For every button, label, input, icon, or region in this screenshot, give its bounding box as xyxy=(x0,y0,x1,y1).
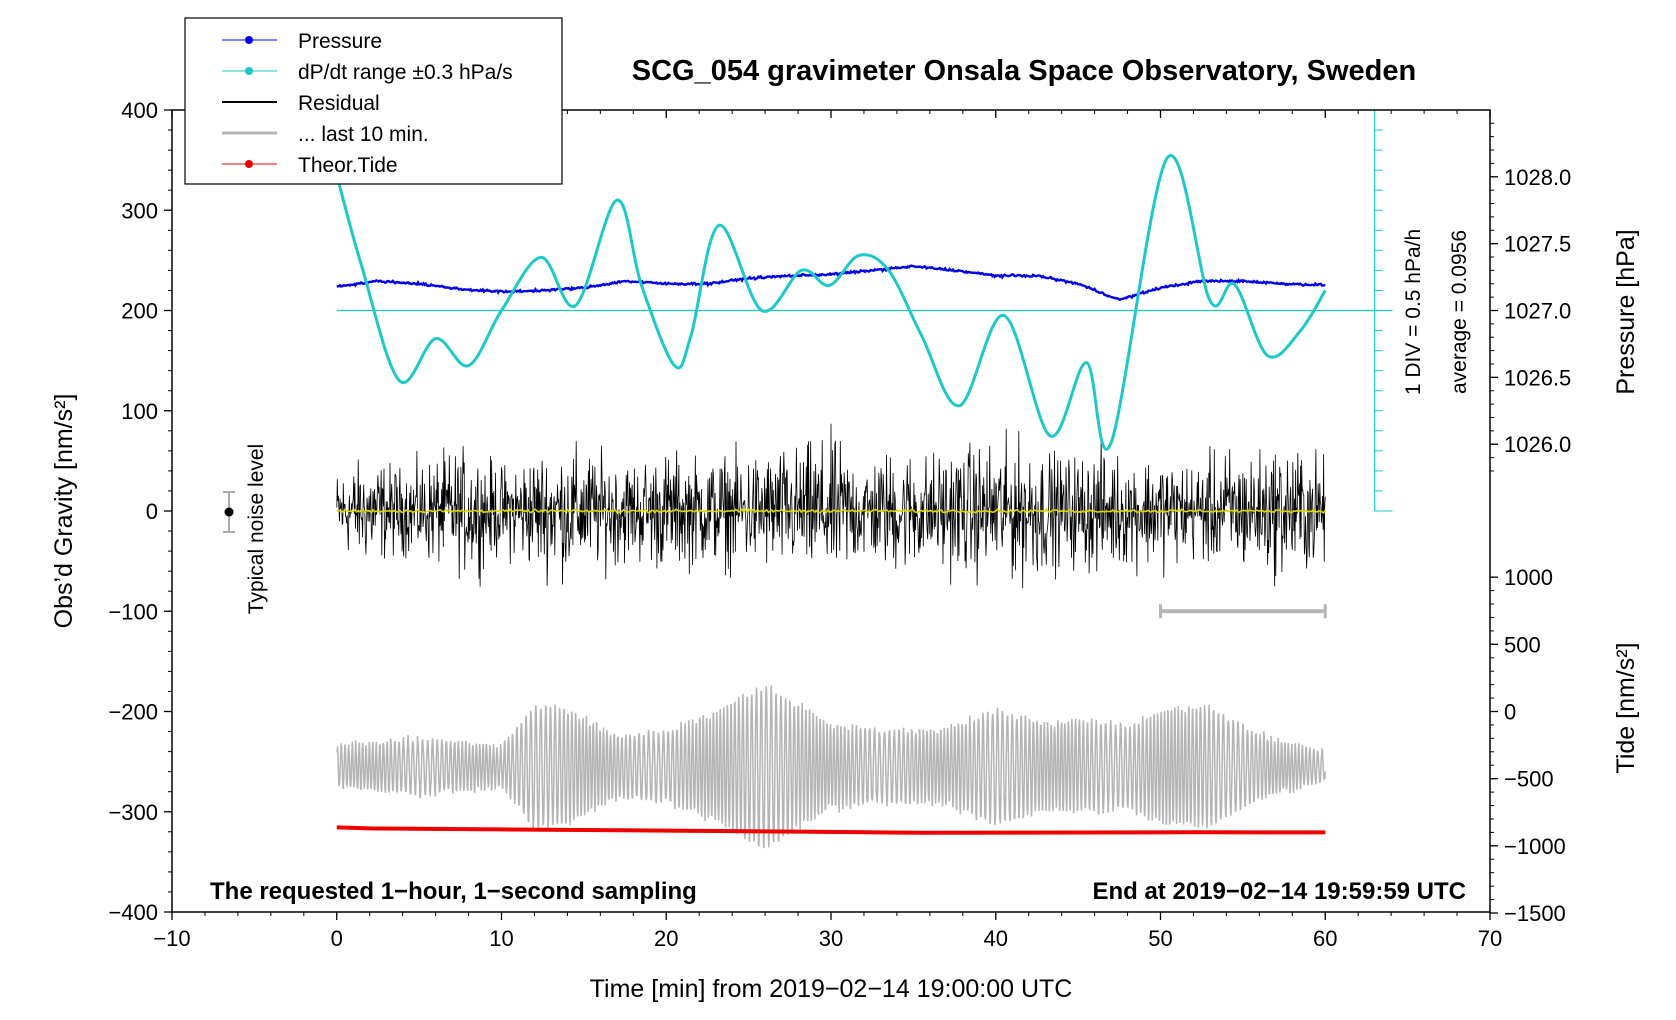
annotation-dpdt-average: average = 0.0956 xyxy=(1448,230,1471,394)
annotation-dpdt-scale: 1 DIV = 0.5 hPa/h xyxy=(1402,229,1425,395)
noise-level-marker xyxy=(223,491,235,533)
tide-tick-label: 500 xyxy=(1504,632,1541,657)
series-residual-mean xyxy=(336,507,1326,514)
pressure-tick-label: 1028.0 xyxy=(1504,165,1571,190)
y-axis-title: Obs’d Gravity [nm/s²] xyxy=(50,394,78,629)
tide-tick-label: 0 xyxy=(1504,700,1516,725)
x-tick-label: 60 xyxy=(1313,926,1337,951)
y-tick-label: 300 xyxy=(121,198,158,223)
x-tick-label: 20 xyxy=(654,926,678,951)
legend: Pressure dP/dt range ±0.3 hPa/s Residual… xyxy=(184,17,563,185)
annotation-end-time: End at 2019−02−14 19:59:59 UTC xyxy=(1092,878,1466,905)
tide-tick-label: 1000 xyxy=(1504,565,1553,590)
x-tick-label: 10 xyxy=(489,926,513,951)
y-tick-label: 400 xyxy=(121,98,158,123)
tide-tick-label: −1000 xyxy=(1504,834,1566,859)
y-tick-label: 200 xyxy=(121,299,158,324)
legend-entry-dpdt: dP/dt range ±0.3 hPa/s xyxy=(222,61,513,84)
y-tick-label: −400 xyxy=(108,900,158,925)
y-tick-label: −200 xyxy=(108,700,158,725)
x-axis-title: Time [min] from 2019−02−14 19:00:00 UTC xyxy=(590,975,1073,1003)
x-tick-label: 40 xyxy=(984,926,1008,951)
tide-axis-title: Tide [nm/s²] xyxy=(1612,642,1640,773)
legend-label-pressure: Pressure xyxy=(298,30,382,53)
annotation-noise-level: Typical noise level xyxy=(245,444,268,614)
legend-marker-pressure xyxy=(245,36,253,44)
pressure-tick-label: 1026.0 xyxy=(1504,432,1571,457)
y-tick-label: −100 xyxy=(108,599,158,624)
x-tick-label: −10 xyxy=(153,926,190,951)
plot-area xyxy=(335,109,1393,849)
legend-label-residual: Residual xyxy=(298,92,380,115)
axes: −10 0 10 20 30 40 50 60 704003002001000−100−200−… xyxy=(108,98,1571,951)
x-tick-label: 30 xyxy=(819,926,843,951)
legend-entry-tide: Theor.Tide xyxy=(222,154,398,177)
legend-label-tide: Theor.Tide xyxy=(298,154,398,177)
legend-marker-tide xyxy=(245,160,253,168)
legend-label-last10: ... last 10 min. xyxy=(298,123,429,146)
y-tick-label: 100 xyxy=(121,399,158,424)
series-theor-tide xyxy=(336,825,1326,835)
series-residual xyxy=(336,423,1326,589)
y-tick-label: −300 xyxy=(108,800,158,825)
x-tick-label: 70 xyxy=(1478,926,1502,951)
pressure-tick-label: 1027.0 xyxy=(1504,299,1571,324)
pressure-axis-title: Pressure [hPa] xyxy=(1612,229,1640,394)
legend-entry-residual: Residual xyxy=(222,92,380,115)
x-tick-label: 0 xyxy=(331,926,343,951)
series-pressure xyxy=(336,264,1326,302)
legend-entry-pressure: Pressure xyxy=(222,30,382,53)
x-tick-label: 50 xyxy=(1148,926,1172,951)
chart-title: SCG_054 gravimeter Onsala Space Observat… xyxy=(632,55,1416,87)
legend-entry-last10: ... last 10 min. xyxy=(222,123,429,146)
tide-tick-label: −500 xyxy=(1504,767,1554,792)
pressure-tick-label: 1026.5 xyxy=(1504,365,1571,390)
y-tick-label: 0 xyxy=(146,499,158,524)
pressure-tick-label: 1027.5 xyxy=(1504,232,1571,257)
noise-dot xyxy=(224,507,234,517)
series-gray-signal xyxy=(336,685,1327,849)
annotation-sampling: The requested 1−hour, 1−second sampling xyxy=(210,878,697,905)
legend-label-dpdt: dP/dt range ±0.3 hPa/s xyxy=(298,61,513,84)
series-dpdt xyxy=(335,154,1327,451)
legend-marker-dpdt xyxy=(245,67,253,75)
tide-tick-label: −1500 xyxy=(1504,901,1566,926)
